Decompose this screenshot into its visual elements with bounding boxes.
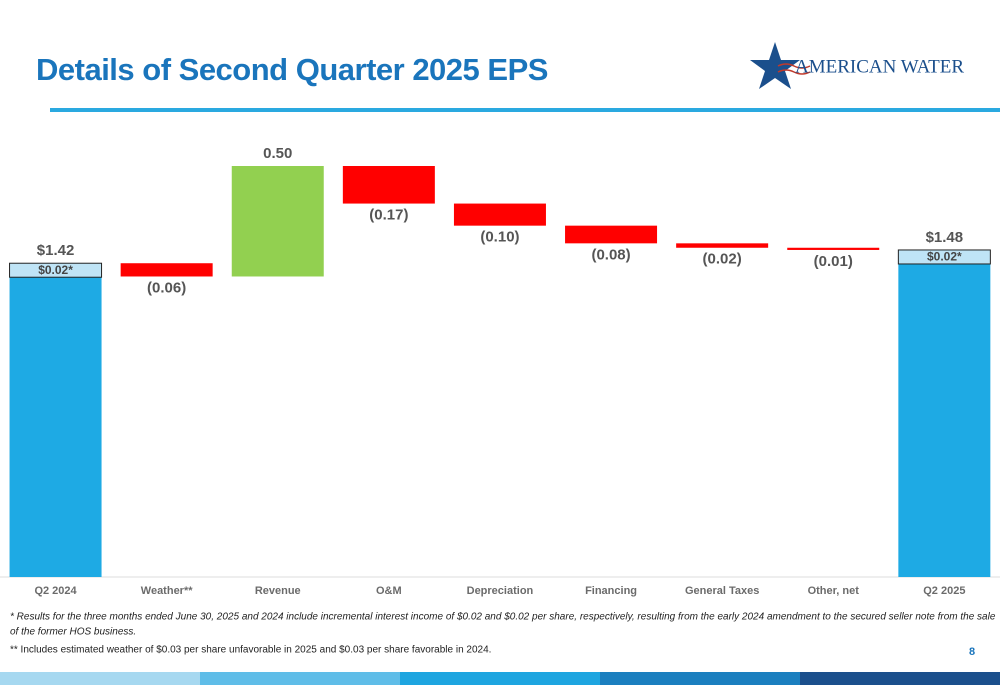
value-label: 0.50	[263, 145, 292, 162]
footnote: ** Includes estimated weather of $0.03 p…	[10, 645, 491, 656]
value-label: $1.42	[37, 242, 75, 259]
x-tick-label: Revenue	[255, 585, 301, 597]
annotation-box	[9, 262, 103, 278]
page-number: 8	[969, 646, 975, 658]
x-tick-label: Weather**	[141, 585, 193, 597]
logo-waves	[777, 63, 811, 75]
footer-stripe	[600, 672, 800, 685]
x-tick-label: General Taxes	[685, 585, 759, 597]
annotation-box	[897, 249, 991, 265]
value-label: (0.02)	[703, 251, 742, 268]
bar	[676, 243, 769, 248]
x-tick-label: O&M	[376, 585, 402, 597]
value-label: (0.17)	[369, 207, 408, 224]
x-tick-label: Q2 2024	[34, 585, 77, 597]
footer-stripe	[800, 672, 1000, 685]
bar	[120, 263, 213, 277]
bar	[9, 263, 102, 577]
bar	[787, 247, 880, 250]
footnote: * Results for the three months ended Jun…	[10, 612, 996, 623]
value-label: (0.06)	[147, 279, 186, 296]
footer-stripe	[400, 672, 600, 685]
title-rule	[50, 108, 1000, 112]
value-label: (0.10)	[480, 229, 519, 246]
value-label: (0.01)	[814, 253, 853, 270]
value-label: (0.08)	[591, 246, 630, 263]
slide-title: Details of Second Quarter 2025 EPS	[36, 52, 548, 87]
bar	[898, 249, 991, 577]
x-tick-label: Q2 2025	[923, 585, 965, 597]
logo-star	[750, 42, 800, 89]
footnote: of the former HOS business.	[10, 627, 136, 638]
x-tick-label: Depreciation	[467, 585, 534, 597]
x-tick-label: Other, net	[808, 585, 860, 597]
bar	[231, 166, 324, 277]
bar	[453, 203, 546, 226]
annotation: $0.02*	[927, 250, 962, 264]
bar	[342, 166, 435, 204]
bar	[565, 225, 658, 244]
x-tick-label: Financing	[585, 585, 637, 597]
logo-text: AMERICAN WATER	[795, 56, 964, 77]
annotation: $0.02*	[38, 263, 73, 277]
value-label: $1.48	[926, 229, 964, 246]
footer-stripe	[0, 672, 200, 685]
footer-stripe	[200, 672, 400, 685]
